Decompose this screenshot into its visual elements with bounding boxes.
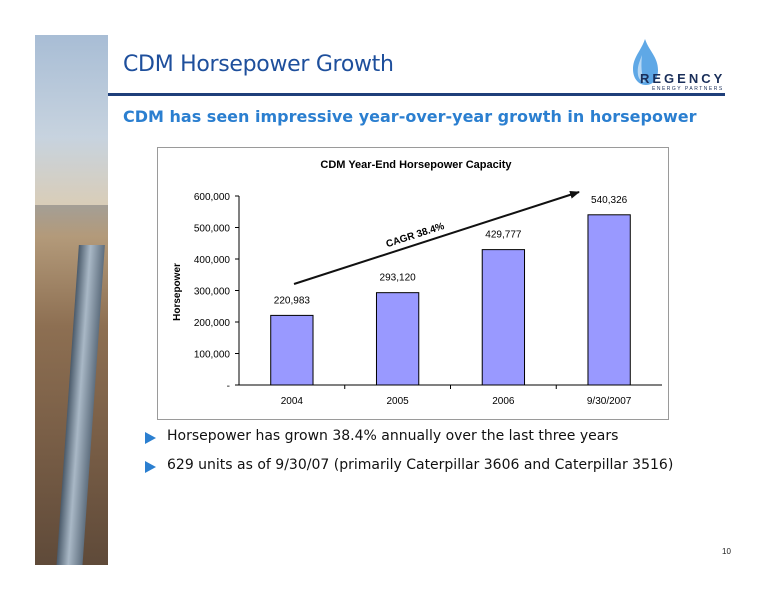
slide-title: CDM Horsepower Growth xyxy=(123,52,394,77)
y-tick-label: - xyxy=(227,381,230,392)
bar xyxy=(375,292,420,386)
cagr-arrow xyxy=(293,190,580,285)
data-label: 429,777 xyxy=(485,230,522,241)
bullet-arrow-icon xyxy=(145,432,156,444)
page-number: 10 xyxy=(722,547,731,556)
y-tick-label: 600,000 xyxy=(194,192,231,203)
x-tick-label: 9/30/2007 xyxy=(587,396,632,407)
y-tick-label: 500,000 xyxy=(194,224,231,235)
data-label: 220,983 xyxy=(274,295,311,306)
y-tick-label: 100,000 xyxy=(194,350,231,361)
y-axis-label: Horsepower xyxy=(172,263,183,321)
slide-subtitle: CDM has seen impressive year-over-year g… xyxy=(123,107,697,126)
y-tick-label: 200,000 xyxy=(194,318,231,329)
title-rule xyxy=(108,93,725,96)
logo-word: REGENCY xyxy=(640,71,726,86)
data-label: 540,326 xyxy=(591,195,628,206)
logo-tagline: ENERGY PARTNERS xyxy=(652,86,724,92)
y-tick-label: 400,000 xyxy=(194,255,231,266)
x-tick-label: 2004 xyxy=(281,396,304,407)
bar-chart: CDM Year-End Horsepower Capacity Horsepo… xyxy=(172,159,662,407)
chart-frame: CDM Year-End Horsepower Capacity Horsepo… xyxy=(157,147,669,420)
bullet-text: 629 units as of 9/30/07 (primarily Cater… xyxy=(167,457,674,473)
bar xyxy=(270,314,314,386)
sky xyxy=(35,35,108,205)
pipeline xyxy=(55,245,105,565)
data-label: 293,120 xyxy=(380,273,417,284)
regency-logo-icon xyxy=(633,39,658,85)
bullet-arrow-icon xyxy=(145,461,156,473)
x-tick-label: 2006 xyxy=(492,396,515,407)
pipeline-photo xyxy=(35,35,108,565)
bar xyxy=(481,249,526,386)
chart-title: CDM Year-End Horsepower Capacity xyxy=(320,159,512,171)
bullet-text: Horsepower has grown 38.4% annually over… xyxy=(167,428,619,444)
bar xyxy=(587,214,631,386)
x-tick-label: 2005 xyxy=(387,396,410,407)
y-tick-label: 300,000 xyxy=(194,287,231,298)
